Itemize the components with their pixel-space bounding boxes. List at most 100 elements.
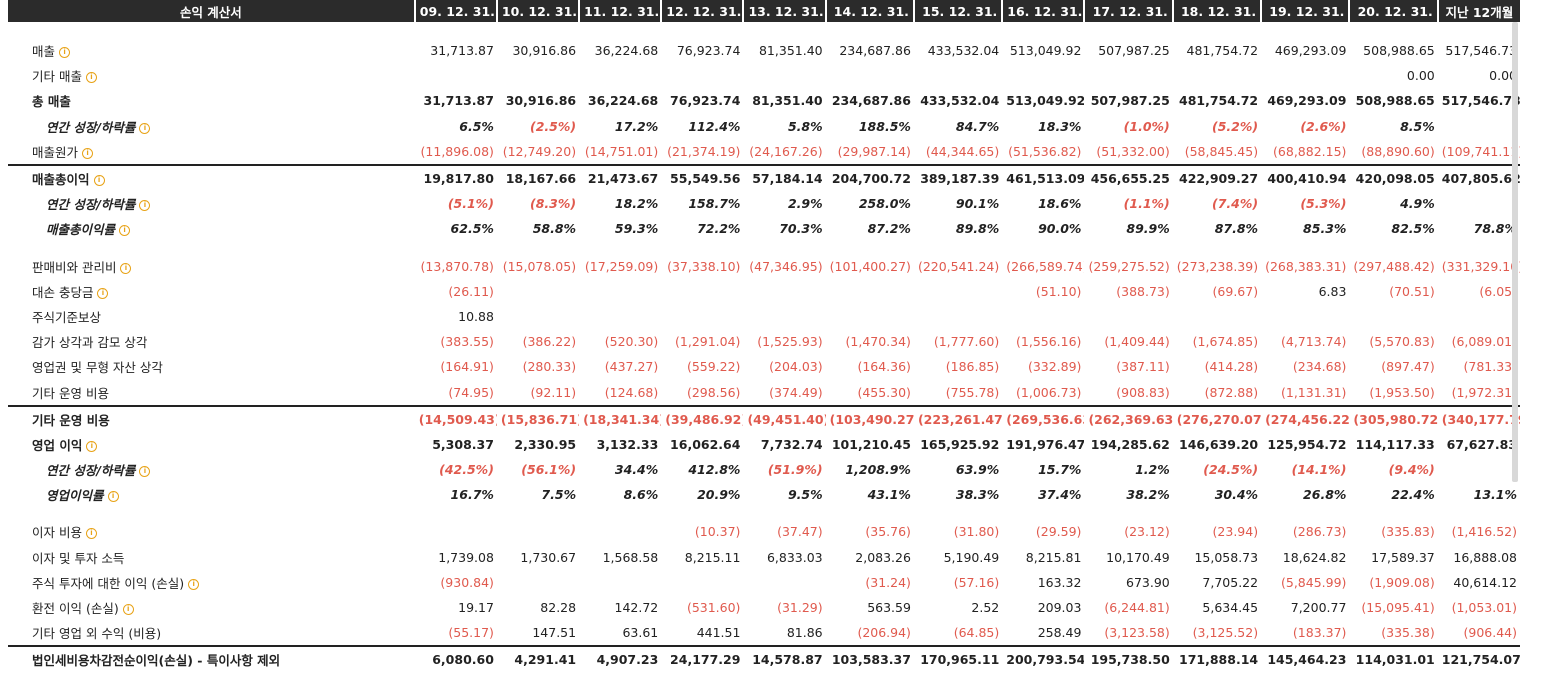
value-cell: (206.94) <box>857 625 911 641</box>
info-icon[interactable]: i <box>85 72 97 84</box>
table-row: 총 매출 31,713.87 30,916.86 36,224.68 76,923.74… <box>8 88 1520 113</box>
info-icon[interactable]: i <box>59 47 71 59</box>
value-cell: 412.8% <box>688 462 741 478</box>
year-header[interactable]: 10. 12. 31. <box>496 0 581 22</box>
info-icon[interactable]: i <box>97 287 109 299</box>
year-header[interactable]: 17. 12. 31. <box>1084 0 1174 22</box>
value-cell: (872.88) <box>1204 384 1259 400</box>
year-header[interactable]: 13. 12. 31. <box>743 0 827 22</box>
row-label-cell: 법인세비용차감전순이익(손실) - 특이사항 제외 <box>8 645 415 673</box>
value-cell: 389,187.39 <box>913 163 1003 192</box>
value-cell: 14,578.87 <box>743 645 826 673</box>
value-cell: 146,639.20 <box>1179 436 1259 452</box>
info-icon[interactable]: i <box>82 147 94 159</box>
value-cell: 22.4% <box>1391 487 1435 503</box>
row-label: 연간 성장/하락률 <box>46 119 136 135</box>
value-cell: (74.95) <box>448 384 494 400</box>
value-cell <box>1261 63 1349 88</box>
value-cell: 63.9% <box>955 462 1000 478</box>
row-label-cell: 기타 매출 i <box>8 63 415 88</box>
info-icon[interactable]: i <box>107 491 119 503</box>
info-icon[interactable]: i <box>122 604 134 616</box>
value-cell: 58.8% <box>532 221 577 237</box>
value-cell: 89.9% <box>1126 221 1170 237</box>
value-cell: (17,259.09) <box>584 258 659 274</box>
value-cell: (21,374.19) <box>667 143 741 159</box>
year-header[interactable]: 15. 12. 31. <box>913 0 1004 22</box>
value-cell: 34.4% <box>614 462 659 478</box>
year-header[interactable]: 18. 12. 31. <box>1172 0 1263 22</box>
value-cell: 209.03 <box>1037 600 1082 616</box>
value-cell: 87.2% <box>867 221 911 237</box>
value-cell: (1,409.44) <box>1104 334 1170 350</box>
vertical-scrollbar[interactable] <box>1512 22 1518 482</box>
value-cell: 10.88 <box>458 308 494 324</box>
info-icon[interactable]: i <box>119 225 131 237</box>
value-cell <box>579 519 661 544</box>
row-label: 매출총이익률 <box>46 222 116 238</box>
year-header[interactable]: 11. 12. 31. <box>579 0 663 22</box>
value-cell <box>497 279 579 304</box>
value-cell: (4,713.74) <box>1281 334 1347 350</box>
value-cell: 84.7% <box>955 118 1000 134</box>
value-cell <box>826 279 914 304</box>
info-icon[interactable]: i <box>139 466 151 478</box>
value-cell: (1,972.31) <box>1451 384 1517 400</box>
value-cell: (14,509.43) <box>414 404 497 432</box>
value-cell: 158.7% <box>688 196 741 212</box>
table-row: 연간 성장/하락률 i (42.5%) (56.1%) 34.4% 412.8% (51.9… <box>8 457 1520 482</box>
info-icon[interactable]: i <box>120 262 132 274</box>
value-cell: 513,049.92 <box>1009 43 1082 59</box>
spacer-cell <box>8 507 1520 519</box>
row-label-cell: 이자 및 투자 소득 <box>8 545 415 570</box>
value-cell: 18.2% <box>614 196 659 212</box>
value-cell: (1,291.04) <box>675 334 741 350</box>
value-cell: 147.51 <box>532 625 577 641</box>
value-cell: 507,987.25 <box>1090 93 1170 109</box>
value-cell <box>1002 63 1084 88</box>
year-header[interactable]: 16. 12. 31. <box>1002 0 1086 22</box>
value-cell: (274,456.22) <box>1261 404 1350 432</box>
value-cell: (414.28) <box>1204 359 1259 375</box>
value-cell: (280.33) <box>522 359 577 375</box>
year-header[interactable]: 14. 12. 31. <box>825 0 915 22</box>
info-icon[interactable]: i <box>85 528 97 540</box>
value-cell: (51,332.00) <box>1096 143 1170 159</box>
value-cell: (109,741.11) <box>1441 143 1520 159</box>
value-cell <box>579 63 661 88</box>
row-label-cell: 기타 운영 비용 <box>8 379 415 405</box>
row-label: 주식 투자에 대한 이익 (손실) <box>32 575 185 591</box>
info-icon[interactable]: i <box>86 440 98 452</box>
table-row: 연간 성장/하락률 i (5.1%) (8.3%) 18.2% 158.7% 2.9% 258… <box>8 191 1520 216</box>
info-icon[interactable]: i <box>139 122 151 134</box>
value-cell: 258.0% <box>858 196 911 212</box>
year-header[interactable]: 19. 12. 31. <box>1261 0 1351 22</box>
row-label: 판매비와 관리비 <box>32 259 117 275</box>
value-cell <box>914 304 1002 329</box>
value-cell: (305,980.72) <box>1349 404 1438 432</box>
info-icon[interactable]: i <box>93 175 105 187</box>
value-cell: 8.5% <box>1400 118 1435 134</box>
value-cell: (68,882.15) <box>1273 143 1347 159</box>
value-cell <box>415 63 497 88</box>
value-cell: 142.72 <box>614 600 659 616</box>
value-cell <box>1438 304 1520 329</box>
value-cell <box>497 304 579 329</box>
year-header[interactable]: 20. 12. 31. <box>1349 0 1439 22</box>
value-cell: 37.4% <box>1038 487 1082 503</box>
value-cell <box>1084 304 1172 329</box>
year-header[interactable]: 12. 12. 31. <box>661 0 745 22</box>
ttm-header[interactable]: 지난 12개월 <box>1437 0 1520 22</box>
year-header[interactable]: 09. 12. 31. <box>414 0 498 22</box>
value-cell: (186.85) <box>945 359 1000 375</box>
value-cell: 4,907.23 <box>579 645 662 673</box>
value-cell: 59.3% <box>614 221 659 237</box>
value-cell: (2.5%) <box>530 118 577 134</box>
value-cell <box>1261 304 1349 329</box>
value-cell: (1,953.50) <box>1369 384 1435 400</box>
info-icon[interactable]: i <box>139 200 151 212</box>
info-icon[interactable]: i <box>188 578 200 590</box>
row-label: 기타 운영 비용 <box>32 385 109 401</box>
row-label: 연간 성장/하락률 <box>46 463 136 479</box>
value-cell: (388.73) <box>1116 283 1170 299</box>
